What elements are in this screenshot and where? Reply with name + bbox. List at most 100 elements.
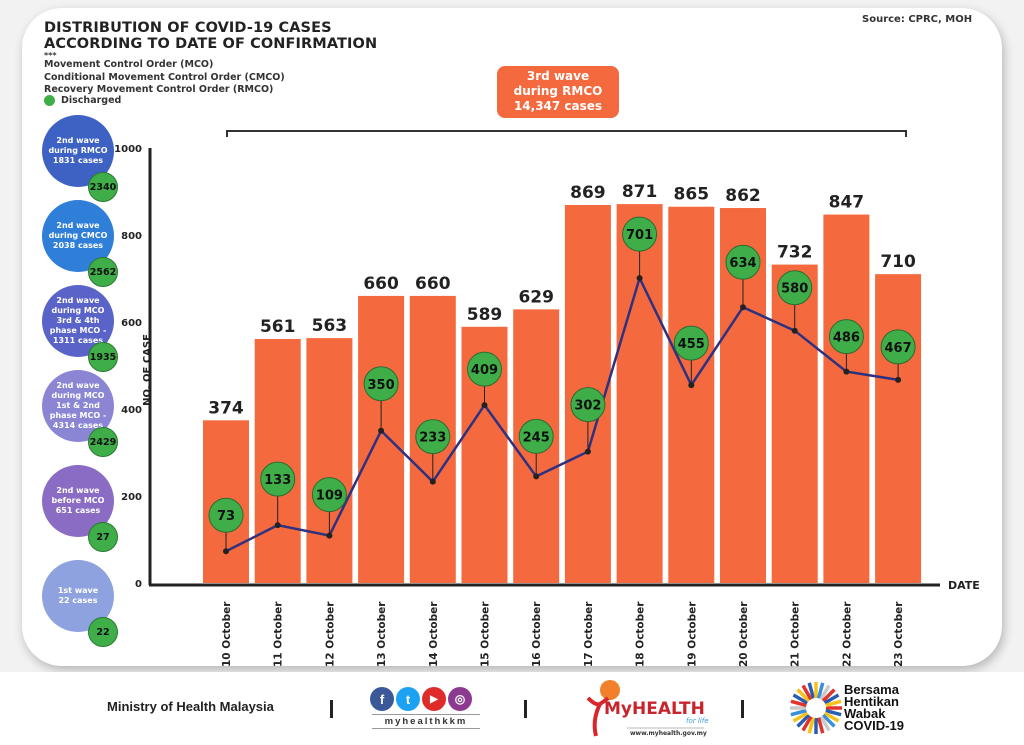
discharged-bubble	[828, 319, 864, 355]
discharged-bubble	[673, 325, 709, 361]
discharged-value-label: 109	[316, 489, 343, 504]
bar-value-label: 871	[622, 182, 658, 202]
bar	[254, 338, 301, 583]
discharged-value-label: 73	[217, 509, 235, 524]
myhealth-figure-icon	[586, 696, 610, 737]
discharged-value-label: 455	[678, 337, 705, 352]
footer-separator	[330, 700, 333, 718]
discharged-bubble	[467, 351, 502, 387]
discharged-point	[274, 522, 281, 529]
discharged-value-label: 701	[626, 228, 653, 243]
discharged-bubble	[311, 477, 347, 513]
discharged-value-label: 233	[419, 431, 446, 446]
discharged-point	[326, 532, 333, 539]
discharged-point	[843, 368, 850, 375]
wave-bubble-text: 1st & 2nd	[56, 401, 100, 410]
wave-bubble-text: during RMCO	[48, 146, 108, 155]
x-tick-label: 13 October	[376, 601, 388, 667]
wave-bubble-text: 1831 cases	[52, 156, 104, 165]
social-icons: f t ▶ ◎	[370, 687, 472, 711]
footer-separator	[524, 700, 527, 718]
bars	[203, 204, 922, 584]
legend-cmco: Conditional Movement Control Order (CMCO…	[44, 71, 285, 83]
title-line-2: ACCORDING TO DATE OF CONFIRMATION	[44, 36, 378, 52]
y-tick-label: 600	[121, 318, 142, 329]
y-tick-label: 400	[121, 405, 142, 416]
burst-ray	[819, 715, 831, 732]
legend-discharged: Discharged	[44, 95, 121, 106]
bersama-line: Wabak	[844, 706, 886, 721]
wave-bubble-text: 2nd wave	[56, 296, 100, 305]
x-tick-label: 20 October	[738, 601, 750, 667]
discharged-value-label: 409	[471, 363, 498, 378]
bar-value-label: 589	[467, 305, 503, 325]
discharged-value-label: 350	[368, 378, 395, 393]
myhealth-brand: MyHEALTH	[604, 699, 705, 719]
third-wave-bracket	[226, 130, 907, 137]
discharged-point	[791, 327, 798, 334]
discharged-line: 73 133 109 350 233 409 245 302 701 455 634 580 486 46…	[208, 216, 916, 555]
bar-value-label: 561	[260, 317, 296, 337]
discharged-point	[740, 304, 746, 311]
burst-ray	[821, 688, 836, 703]
y-tick-label: 1000	[114, 144, 142, 155]
axes: 0 200 400 600 800 1000 NO. OF CASE DATE 10 Octob…	[114, 144, 980, 667]
wave-line-1: 3rd wave	[526, 69, 590, 83]
burst-ray	[796, 688, 811, 703]
bar-value-label: 660	[363, 274, 399, 294]
footer-separator	[741, 700, 744, 718]
wave-bubble-text: 2nd wave	[56, 221, 100, 230]
wave-bubble-text: 2nd wave	[56, 486, 100, 495]
wave-bubble-text: 2038 cases	[52, 241, 104, 250]
bar-value-label: 660	[415, 274, 451, 294]
x-tick-label: 19 October	[686, 601, 698, 667]
youtube-icon[interactable]: ▶	[422, 687, 446, 711]
wave-bubble-text: during CMCO	[48, 231, 108, 240]
burst-ray	[825, 699, 842, 708]
discharged-point	[223, 548, 229, 555]
discharged-polyline	[225, 274, 899, 553]
wave-discharged-badge: 22	[88, 617, 118, 647]
myhealth-tagline: for life	[686, 717, 709, 725]
discharged-point	[688, 382, 695, 389]
burst-ray	[823, 693, 840, 705]
facebook-icon[interactable]: f	[370, 687, 394, 711]
bersama-text: Bersama Hentikan Wabak COVID-19	[844, 682, 904, 732]
burst-ray	[816, 682, 825, 699]
bar	[668, 206, 715, 583]
bersama-line: Bersama	[844, 682, 899, 697]
burst-ray	[819, 684, 831, 701]
wave-bubble-text: before MCO	[51, 496, 105, 505]
bar-value-label: 869	[570, 183, 606, 203]
discharged-bubble	[415, 419, 451, 455]
burst-ray	[801, 715, 813, 732]
twitter-icon[interactable]: t	[396, 687, 420, 711]
discharged-point	[429, 478, 436, 485]
bar	[306, 338, 353, 583]
bar-value-label: 710	[880, 252, 916, 272]
discharged-value-label: 634	[729, 256, 756, 271]
third-wave-box: 3rd wave during RMCO 14,347 cases	[497, 66, 619, 118]
y-tick-label: 0	[135, 579, 142, 590]
discharged-bubble	[208, 497, 244, 533]
bar	[823, 214, 870, 583]
wave-bubble-text: phase MCO -	[49, 326, 107, 335]
third-wave-bracket-line	[226, 130, 907, 137]
discharged-dot-icon	[44, 95, 55, 106]
discharged-bubble	[260, 461, 296, 497]
discharged-value-label: 580	[781, 282, 808, 297]
burst-ray	[790, 708, 807, 717]
legend-rmco: Recovery Movement Control Order (RMCO)	[44, 84, 274, 95]
x-tick-label: 18 October	[635, 601, 647, 667]
x-tick-label: 23 October	[893, 601, 905, 667]
labels: 374 561 563 660 660 589 629 869 871 865 862 732 847 7…	[208, 182, 916, 418]
myhealth-logo: MyHEALTH for life www.myhealth.gov.my	[586, 680, 709, 737]
ministry-label: Ministry of Health Malaysia	[107, 699, 274, 714]
title-line-1: DISTRIBUTION OF COVID-19 CASES	[44, 20, 332, 36]
myhealth-url: www.myhealth.gov.my	[630, 730, 707, 737]
instagram-icon[interactable]: ◎	[448, 687, 472, 711]
y-axis-label: NO. OF CASE	[142, 334, 153, 406]
burst-ray	[792, 693, 809, 705]
x-tick-label: 15 October	[480, 601, 492, 667]
x-tick-label: 17 October	[583, 601, 595, 667]
